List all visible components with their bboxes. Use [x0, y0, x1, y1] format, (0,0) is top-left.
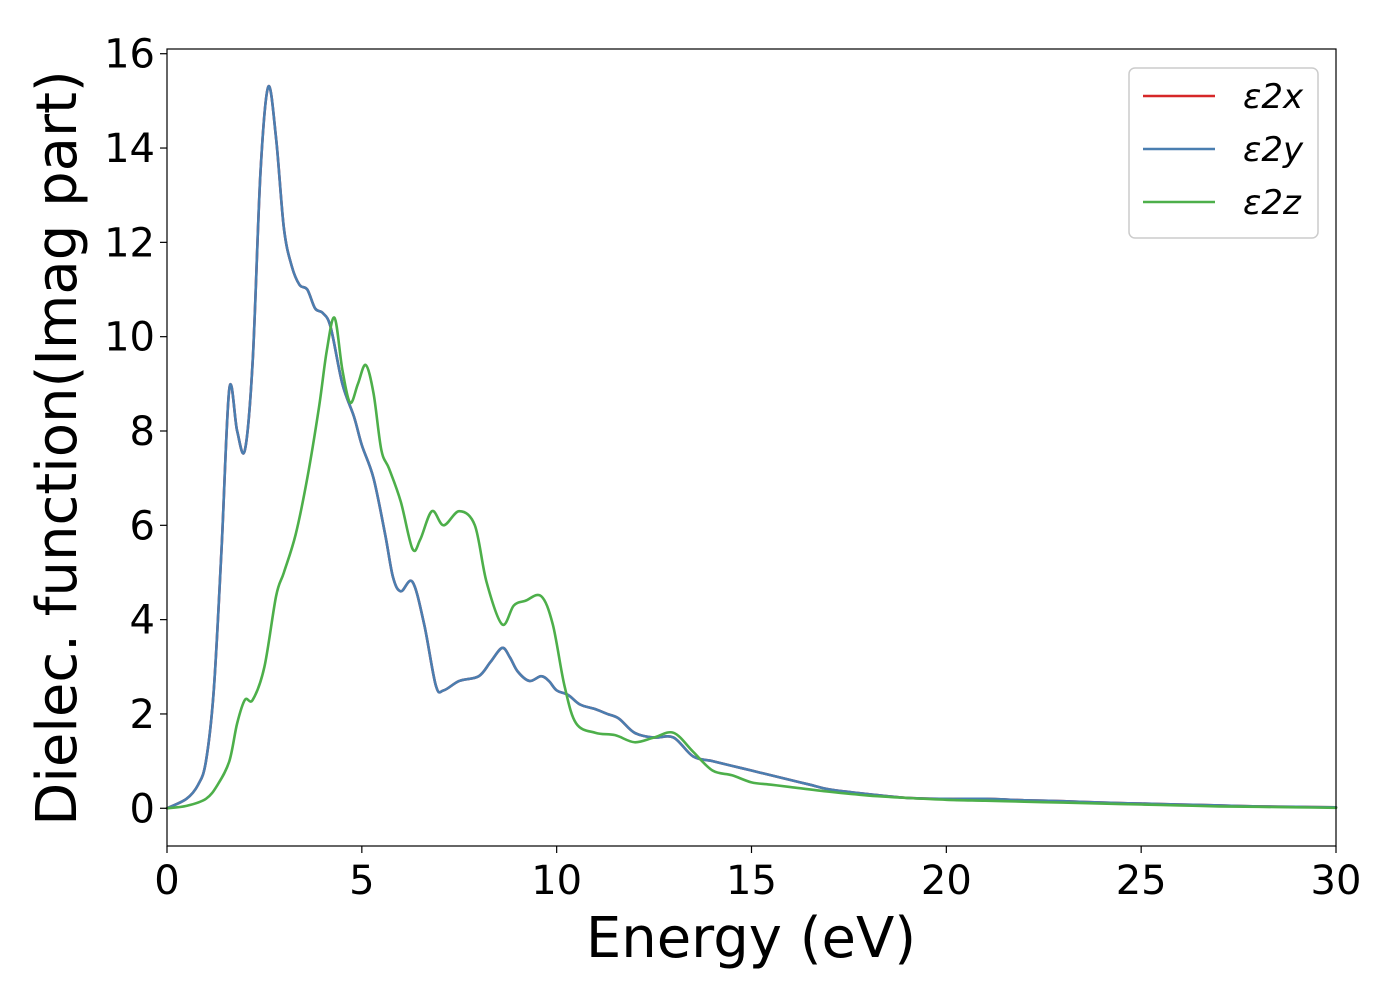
y-tick-label: 4	[130, 598, 155, 644]
series-line-3	[165, 316, 1338, 810]
y-tick-label: 12	[104, 220, 155, 266]
legend: ε2x ε2y ε2z	[1128, 67, 1319, 239]
series-line-2	[165, 85, 1338, 810]
y-tick-label: 6	[130, 503, 155, 549]
x-tick-label: 15	[726, 858, 777, 904]
legend-label-3: ε2z	[1243, 183, 1302, 223]
y-tick-label: 8	[130, 409, 155, 455]
x-tick-label: 5	[349, 858, 374, 904]
y-tick-label: 10	[104, 315, 155, 361]
y-tick-label: 0	[130, 786, 155, 832]
y-axis-label: Dielec. function(Imag part)	[25, 70, 90, 826]
x-tick-label: 10	[531, 858, 582, 904]
ticks-layer: 0 5 10 15 20 25 30 0 2 4 6 8 10 12 14 16	[104, 32, 1361, 904]
legend-label-1: ε2x	[1243, 77, 1304, 117]
series-layer	[165, 85, 1338, 810]
legend-label-2: ε2y	[1243, 130, 1304, 170]
y-tick-label: 16	[104, 32, 155, 78]
legend-frame	[1128, 67, 1319, 239]
y-tick-label: 14	[104, 126, 155, 172]
x-tick-label: 0	[154, 858, 179, 904]
y-tick-label: 2	[130, 692, 155, 738]
x-tick-label: 30	[1311, 858, 1362, 904]
x-tick-label: 20	[921, 858, 972, 904]
x-tick-label: 25	[1116, 858, 1167, 904]
x-axis-label: Energy (eV)	[586, 906, 916, 971]
